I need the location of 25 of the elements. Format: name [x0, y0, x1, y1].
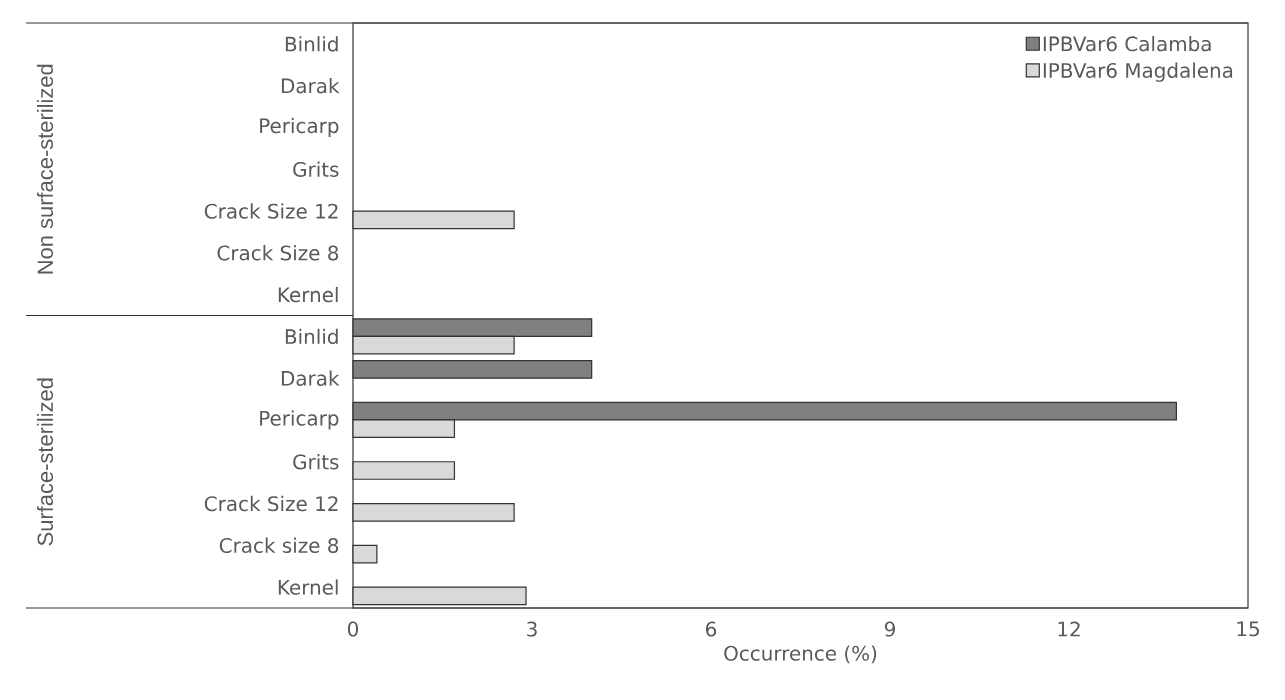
y-tick-label: Crack Size 8 [217, 245, 339, 261]
x-tick-label: 0 [347, 621, 359, 637]
text: Non surface-sterilized [36, 64, 54, 274]
y-tick-label: Pericarp [260, 410, 339, 430]
y-tick-label: Crack Size 12 [204, 495, 338, 512]
text: Surface-sterilized [36, 378, 54, 546]
y-tick-label: Binlid [285, 328, 338, 345]
y-tick-label: Pericarp [260, 117, 339, 138]
y-tick-label: Crack Size 12 [204, 203, 338, 219]
x-axis-title: Occurrence (%) [724, 645, 877, 664]
y-tick-label: Grits [293, 454, 339, 470]
x-tick-label: 9 [884, 621, 895, 637]
legend-label: IPBVar6 Magdalena [1043, 62, 1233, 82]
y-tick-label: Darak [281, 370, 340, 386]
x-tick-label: 3 [527, 621, 537, 637]
x-tick-label: 12 [1058, 621, 1080, 637]
x-tick-label: 6 [706, 621, 717, 637]
y-tick-label: Kernel [278, 286, 338, 303]
y-tick-label: Kernel [278, 579, 338, 595]
legend-label: IPBVar6 Calamba [1043, 35, 1211, 52]
y-tick-label: Grits [293, 161, 339, 177]
y-tick-label: Crack size 8 [219, 537, 339, 554]
y-tick-label: Binlid [285, 36, 338, 52]
y-tick-label: Darak [281, 77, 340, 94]
x-tick-label: 15 [1237, 621, 1259, 637]
